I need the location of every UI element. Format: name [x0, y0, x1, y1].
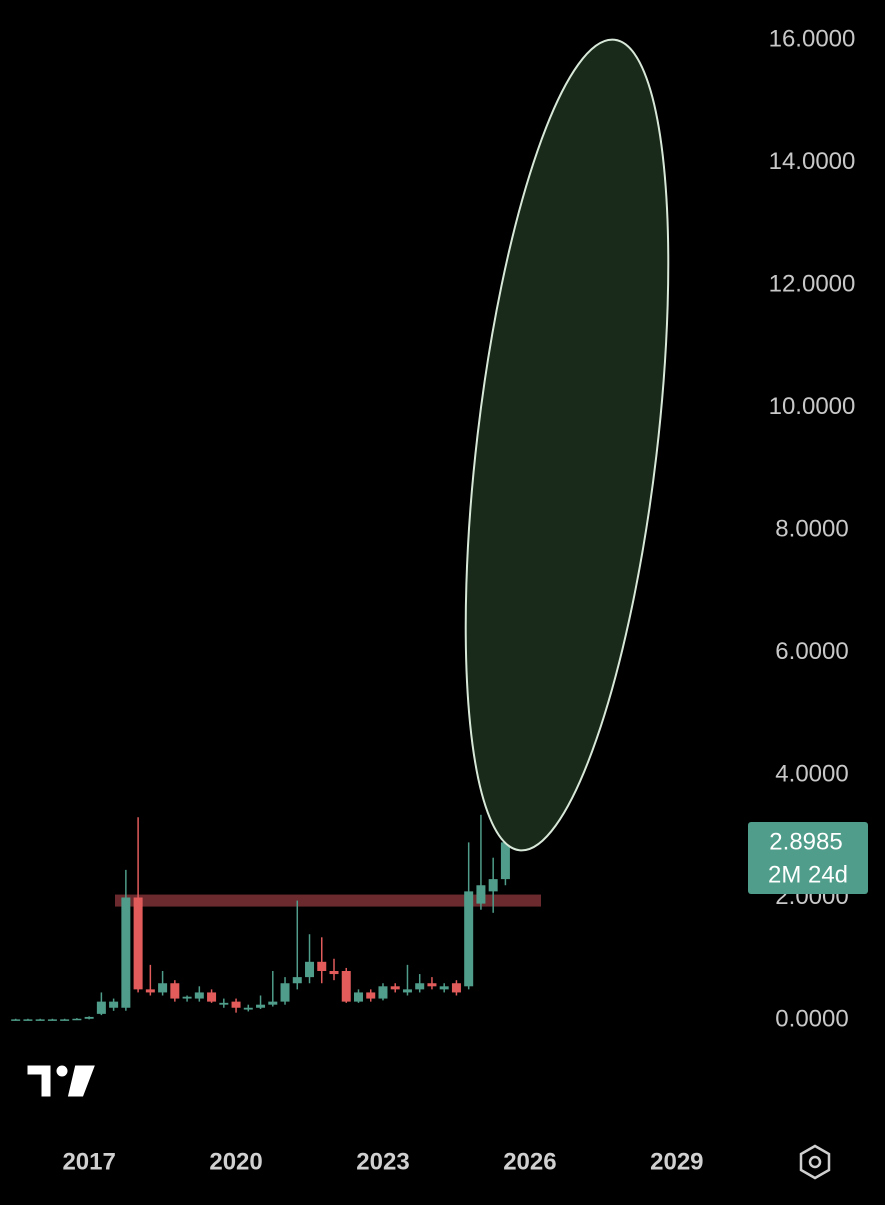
y-tick-label: 6.0000: [775, 638, 848, 665]
settings-hexagon[interactable]: [799, 1144, 831, 1180]
settings-icon[interactable]: [799, 1144, 831, 1180]
candle-body: [243, 1007, 253, 1010]
y-tick-label: 0.0000: [775, 1005, 848, 1032]
candle-body: [476, 885, 486, 904]
candle-body: [35, 1019, 45, 1021]
logo-dot: [53, 1062, 71, 1080]
logo-t: [24, 1062, 54, 1100]
candle-body: [60, 1019, 70, 1021]
candle-body: [268, 1001, 278, 1005]
candle-body: [96, 1001, 106, 1014]
candle-body: [488, 879, 498, 892]
y-tick-label: 8.0000: [775, 515, 848, 542]
candle-body: [402, 989, 412, 993]
candle-body: [170, 983, 180, 999]
candle-body: [427, 983, 437, 987]
candle-body: [292, 977, 302, 984]
candle-body: [11, 1019, 21, 1021]
candle-body: [158, 983, 168, 993]
plot-area: [11, 796, 541, 1021]
x-tick-label: 2020: [209, 1148, 262, 1175]
level-band: [115, 894, 541, 907]
last-price: 2.8985: [769, 828, 842, 855]
candle-body: [329, 970, 339, 975]
x-tick-label: 2029: [650, 1148, 703, 1175]
candle-body: [109, 1001, 119, 1008]
candle-body: [47, 1019, 57, 1021]
candle-body: [84, 1016, 94, 1019]
candle-body: [207, 992, 217, 1002]
candle-body: [72, 1018, 82, 1021]
candle-body: [353, 992, 363, 1002]
tradingview-logo: [24, 1062, 100, 1100]
y-tick-label: 14.0000: [769, 148, 856, 175]
y-tick-label: 10.0000: [769, 393, 856, 420]
candle-body: [219, 1002, 229, 1005]
candle-body: [451, 983, 461, 993]
y-tick-label: 16.0000: [769, 25, 856, 52]
candle-body: [378, 986, 388, 999]
candle-body: [415, 983, 425, 990]
price-label-box: [748, 822, 868, 894]
ellipse-drawing: [464, 38, 670, 852]
candle-body: [182, 996, 192, 999]
settings-center[interactable]: [808, 1155, 822, 1169]
y-tick-label: 4.0000: [775, 760, 848, 787]
x-tick-label: 2026: [503, 1148, 556, 1175]
y-tick-label: 12.0000: [769, 270, 856, 297]
candle-body: [145, 989, 155, 993]
candle-body: [121, 897, 131, 1008]
candle-body: [23, 1019, 33, 1021]
candle-body: [280, 983, 290, 1002]
candle-body: [194, 992, 204, 999]
candle-body: [439, 986, 449, 990]
candle-body: [256, 1004, 266, 1008]
candle-body: [317, 961, 327, 971]
logo-slash: [64, 1062, 100, 1100]
candle-body: [231, 1001, 241, 1008]
x-tick-label: 2017: [62, 1148, 115, 1175]
candle-body: [366, 992, 376, 999]
candle-body: [390, 986, 400, 990]
price-label: 2.8985 2M 24d: [748, 822, 868, 894]
bar-countdown: 2M 24d: [768, 861, 848, 888]
candle-body: [341, 970, 351, 1002]
candle-body: [500, 842, 510, 880]
x-tick-label: 2023: [356, 1148, 409, 1175]
candle-body: [464, 891, 474, 987]
candle-body: [133, 897, 143, 990]
candle-body: [305, 961, 315, 978]
